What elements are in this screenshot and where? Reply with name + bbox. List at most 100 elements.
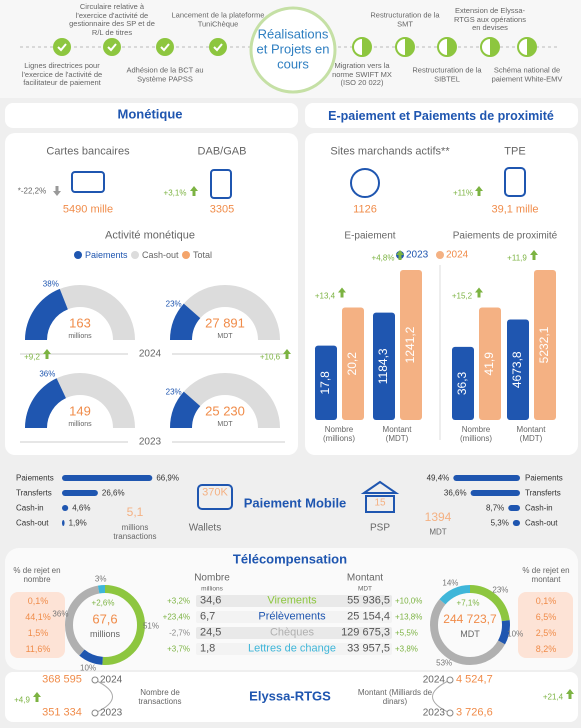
change: +3,8% xyxy=(395,644,418,654)
bar xyxy=(479,307,501,420)
year-label: 2023 xyxy=(138,436,162,448)
bar-name: Cash-out xyxy=(16,518,49,528)
tpe-icon xyxy=(504,167,526,197)
year-dot xyxy=(91,709,99,717)
legend-label: Cash-out xyxy=(142,249,179,260)
trend-arrow xyxy=(283,349,291,359)
bar xyxy=(452,346,474,420)
check xyxy=(57,43,67,52)
kpi-value: 5,1 xyxy=(126,505,144,520)
metric-label: Nombre (millions) xyxy=(460,424,492,443)
change: +3,1% xyxy=(163,188,187,198)
trend-arrow xyxy=(475,287,483,298)
check xyxy=(160,43,170,52)
trend-arrow xyxy=(338,287,346,298)
legend-swatch xyxy=(182,251,190,259)
gauge-unit: MDT xyxy=(217,332,233,340)
label: millions xyxy=(89,628,121,639)
milestone-text: Adhésion de la BCT au Système PAPSS xyxy=(126,65,204,83)
change: *-22,2% xyxy=(17,186,47,196)
kpi-value: 39,1 mille xyxy=(491,203,539,216)
bar-value: 1184,3 xyxy=(376,348,390,384)
kpi-value: 5490 mille xyxy=(62,203,114,216)
gauge-share xyxy=(170,391,201,428)
section-title: E-paiement et Paiements de proximité xyxy=(328,108,554,123)
year-label: 2024 xyxy=(100,674,123,686)
bar-value: 36,3 xyxy=(455,371,469,395)
bar-name: Transferts xyxy=(16,488,52,498)
ongoing-fill xyxy=(405,38,414,56)
trend-arrow xyxy=(475,186,483,196)
label: MDT xyxy=(357,585,373,593)
amount: 129 675,3 xyxy=(341,626,390,639)
gauge-track xyxy=(170,372,280,428)
header-title: Réalisations et Projets en cours xyxy=(256,26,330,72)
kpi-value: 3305 xyxy=(209,203,235,216)
year-label: 2023 xyxy=(422,707,445,719)
legend-label: 2023 xyxy=(406,249,429,261)
share-label: 51% xyxy=(142,621,159,631)
change: +10,6 xyxy=(259,352,281,362)
done-icon xyxy=(53,38,71,56)
label: Sites marchands actifs** xyxy=(330,145,450,158)
row-bg xyxy=(196,595,392,607)
reject-rate: 0,1% xyxy=(27,595,49,606)
label: E-paiement xyxy=(344,230,396,242)
kpi-value: 351 334 xyxy=(42,706,82,719)
milestone-text: Lignes directrices pour l'exercice de l'… xyxy=(21,61,103,88)
year-dot xyxy=(446,676,454,684)
label: % de rejet en montant xyxy=(522,565,570,584)
row-bg xyxy=(196,643,392,655)
card-icon xyxy=(71,171,105,193)
share-label: 23% xyxy=(165,386,182,396)
change: +23,4% xyxy=(162,612,190,622)
connector xyxy=(432,679,451,714)
metric-label: Nombre (millions) xyxy=(323,424,355,443)
change: +4,8% xyxy=(371,253,395,263)
kpi-value: 1394 xyxy=(424,510,452,525)
row-name: Prélèvements xyxy=(258,610,326,623)
trend-arrow xyxy=(190,186,198,196)
milestone-text: Restructuration de la SMT xyxy=(370,10,440,28)
gauge-unit: millions xyxy=(68,332,92,340)
share-label: 38% xyxy=(42,279,59,289)
label: Nombre xyxy=(194,572,230,584)
legend-swatch xyxy=(436,251,444,259)
section-title: Télécompensation xyxy=(232,551,348,567)
label: Activité monétique xyxy=(105,229,195,242)
bar-label: 36,6% xyxy=(443,488,467,498)
check xyxy=(107,43,117,52)
trend-arrow xyxy=(43,349,51,359)
trend-arrow xyxy=(33,692,41,702)
bar-value: 1241,2 xyxy=(403,326,417,363)
bar-name: Cash-in xyxy=(16,503,44,513)
count: 24,5 xyxy=(200,626,222,639)
reject-box xyxy=(10,592,65,658)
change: +5,5% xyxy=(395,628,418,638)
milestone-text: Migration vers la norme SWIFT MX (ISO 20… xyxy=(332,61,392,88)
ongoing-fill xyxy=(490,38,499,56)
year-label: 2024 xyxy=(138,348,162,360)
gauge-share xyxy=(25,378,66,428)
share-label: 36% xyxy=(39,369,56,379)
metric-label: Montant (MDT) xyxy=(516,424,546,443)
bar xyxy=(373,312,395,420)
legend-swatch xyxy=(131,251,139,259)
change: +3,7% xyxy=(167,644,190,654)
row-bg xyxy=(196,611,392,623)
year-label: 2023 xyxy=(100,707,123,719)
share-label: 53% xyxy=(436,658,453,668)
total-value: 244 723,7 xyxy=(443,612,497,627)
row-name: Virements xyxy=(267,594,317,607)
section-title: Monétique xyxy=(117,106,183,122)
label: PSP xyxy=(369,522,391,534)
bar xyxy=(453,475,520,481)
bar-value: 17,8 xyxy=(318,371,332,395)
share-label: 23% xyxy=(165,298,182,308)
change: +3,2% xyxy=(167,596,190,606)
connector xyxy=(94,679,113,714)
bar-label: 4,6% xyxy=(72,503,91,513)
section-title: Elyssa-RTGS xyxy=(249,688,331,704)
